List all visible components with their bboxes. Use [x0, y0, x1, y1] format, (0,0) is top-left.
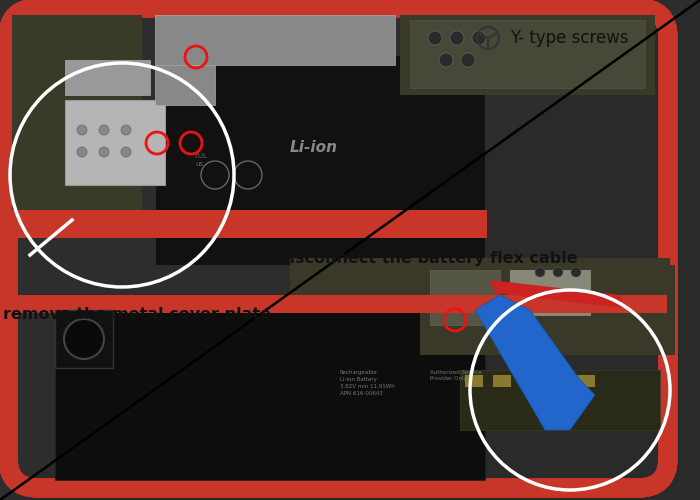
Bar [510, 270, 590, 315]
Bar [430, 270, 500, 325]
Bar [521, 375, 539, 387]
Circle shape [64, 319, 104, 359]
Bar [55, 310, 485, 480]
Text: remove the metal cover plate: remove the metal cover plate [3, 308, 271, 322]
Text: Y- type screws: Y- type screws [510, 29, 629, 47]
Bar [493, 375, 511, 387]
Bar [420, 265, 675, 355]
Circle shape [571, 267, 581, 277]
Text: Li-ion: Li-ion [290, 140, 338, 156]
Polygon shape [0, 0, 700, 500]
Bar [465, 375, 483, 387]
Circle shape [99, 125, 109, 135]
Circle shape [99, 147, 109, 157]
Circle shape [121, 125, 131, 135]
Circle shape [535, 267, 545, 277]
Bar [12, 295, 667, 313]
Bar [410, 20, 645, 88]
Circle shape [428, 31, 442, 45]
Circle shape [461, 53, 475, 67]
Bar [65, 100, 165, 185]
Text: Authorized Service
Provider Only: Authorized Service Provider Only [430, 370, 482, 381]
Circle shape [472, 31, 486, 45]
Text: Rechargeable
Li-ion Battery
3.82V min 11.91Wh
APN 616-00643: Rechargeable Li-ion Battery 3.82V min 11… [340, 370, 395, 396]
Bar [290, 258, 670, 296]
Text: disconnect the battery flex cable: disconnect the battery flex cable [278, 250, 578, 266]
Circle shape [439, 53, 453, 67]
Bar [12, 210, 487, 238]
Circle shape [553, 267, 563, 277]
Circle shape [77, 125, 87, 135]
Bar [460, 370, 660, 430]
Bar [155, 15, 395, 65]
Bar [400, 15, 655, 95]
Polygon shape [0, 0, 700, 500]
Bar [155, 55, 485, 265]
Circle shape [121, 147, 131, 157]
Bar [12, 15, 142, 210]
Circle shape [77, 147, 87, 157]
Bar [577, 375, 595, 387]
Bar [155, 65, 215, 105]
Bar [65, 60, 150, 95]
Circle shape [450, 31, 464, 45]
Text: cUL
us: cUL us [195, 154, 208, 166]
Bar [549, 375, 567, 387]
Polygon shape [490, 280, 625, 308]
Bar [55, 310, 113, 368]
Polygon shape [475, 295, 595, 430]
